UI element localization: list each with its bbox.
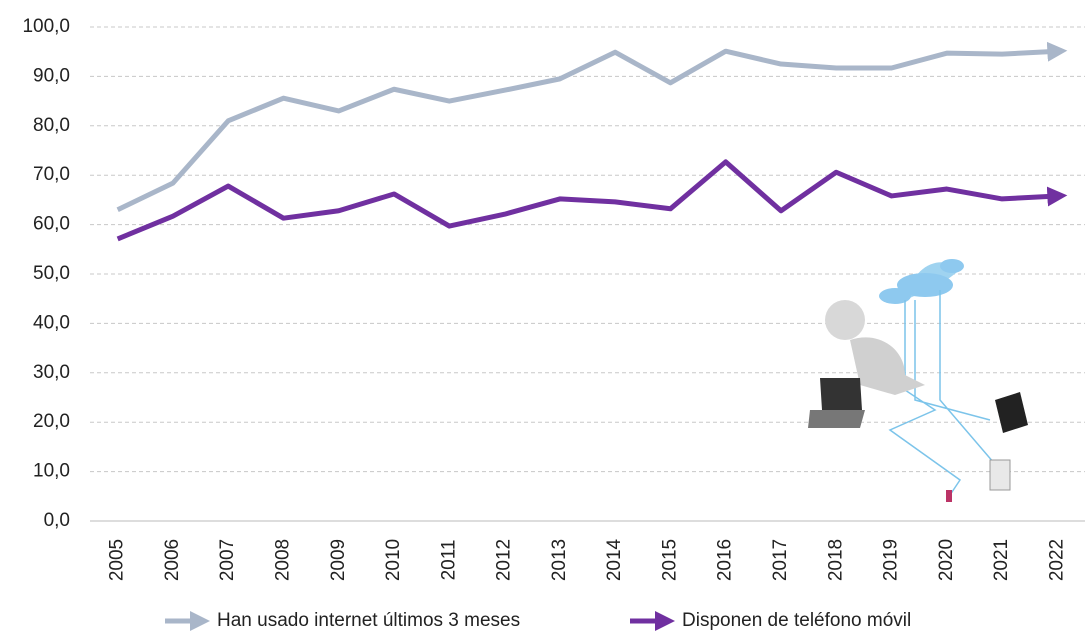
x-tick-label: 2010 bbox=[383, 539, 404, 581]
y-tick-label: 60,0 bbox=[33, 214, 70, 235]
illustration bbox=[808, 259, 1028, 502]
x-tick-label: 2005 bbox=[107, 539, 128, 581]
series-line bbox=[118, 51, 1058, 210]
x-tick-label: 2013 bbox=[549, 539, 570, 581]
legend-label: Han usado internet últimos 3 meses bbox=[217, 610, 520, 631]
page: {"chart_data": {"type": "line", "categor… bbox=[0, 0, 1087, 637]
x-tick-label: 2017 bbox=[770, 539, 791, 581]
y-tick-label: 90,0 bbox=[33, 65, 70, 86]
y-tick-label: 40,0 bbox=[33, 312, 70, 333]
x-tick-label: 2015 bbox=[659, 539, 680, 581]
x-tick-label: 2014 bbox=[604, 538, 625, 581]
x-tick-label: 2018 bbox=[825, 539, 846, 581]
x-tick-label: 2012 bbox=[494, 539, 515, 581]
x-tick-label: 2020 bbox=[936, 539, 957, 581]
x-tick-label: 2021 bbox=[991, 539, 1012, 581]
x-tick-label: 2006 bbox=[162, 539, 183, 581]
x-tick-label: 2009 bbox=[328, 539, 349, 581]
y-tick-label: 10,0 bbox=[33, 461, 70, 482]
y-tick-label: 100,0 bbox=[22, 16, 70, 37]
series-line bbox=[118, 162, 1058, 239]
x-tick-label: 2022 bbox=[1046, 539, 1067, 581]
y-tick-label: 70,0 bbox=[33, 164, 70, 185]
y-tick-label: 50,0 bbox=[33, 263, 70, 284]
y-tick-label: 30,0 bbox=[33, 362, 70, 383]
x-tick-label: 2008 bbox=[272, 539, 293, 581]
y-tick-label: 0,0 bbox=[44, 510, 70, 531]
x-tick-label: 2011 bbox=[438, 540, 459, 581]
chart: 0,0 10,0 20,0 30,0 40,0 50,0 60,0 70,0 80,0 90,0 1… bbox=[0, 0, 1087, 632]
legend-label: Disponen de teléfono móvil bbox=[682, 610, 911, 631]
y-tick-label: 20,0 bbox=[33, 411, 70, 432]
x-tick-label: 2016 bbox=[715, 539, 736, 581]
y-tick-label: 80,0 bbox=[33, 115, 70, 136]
x-tick-label: 2019 bbox=[881, 539, 902, 581]
x-tick-label: 2007 bbox=[217, 539, 238, 581]
